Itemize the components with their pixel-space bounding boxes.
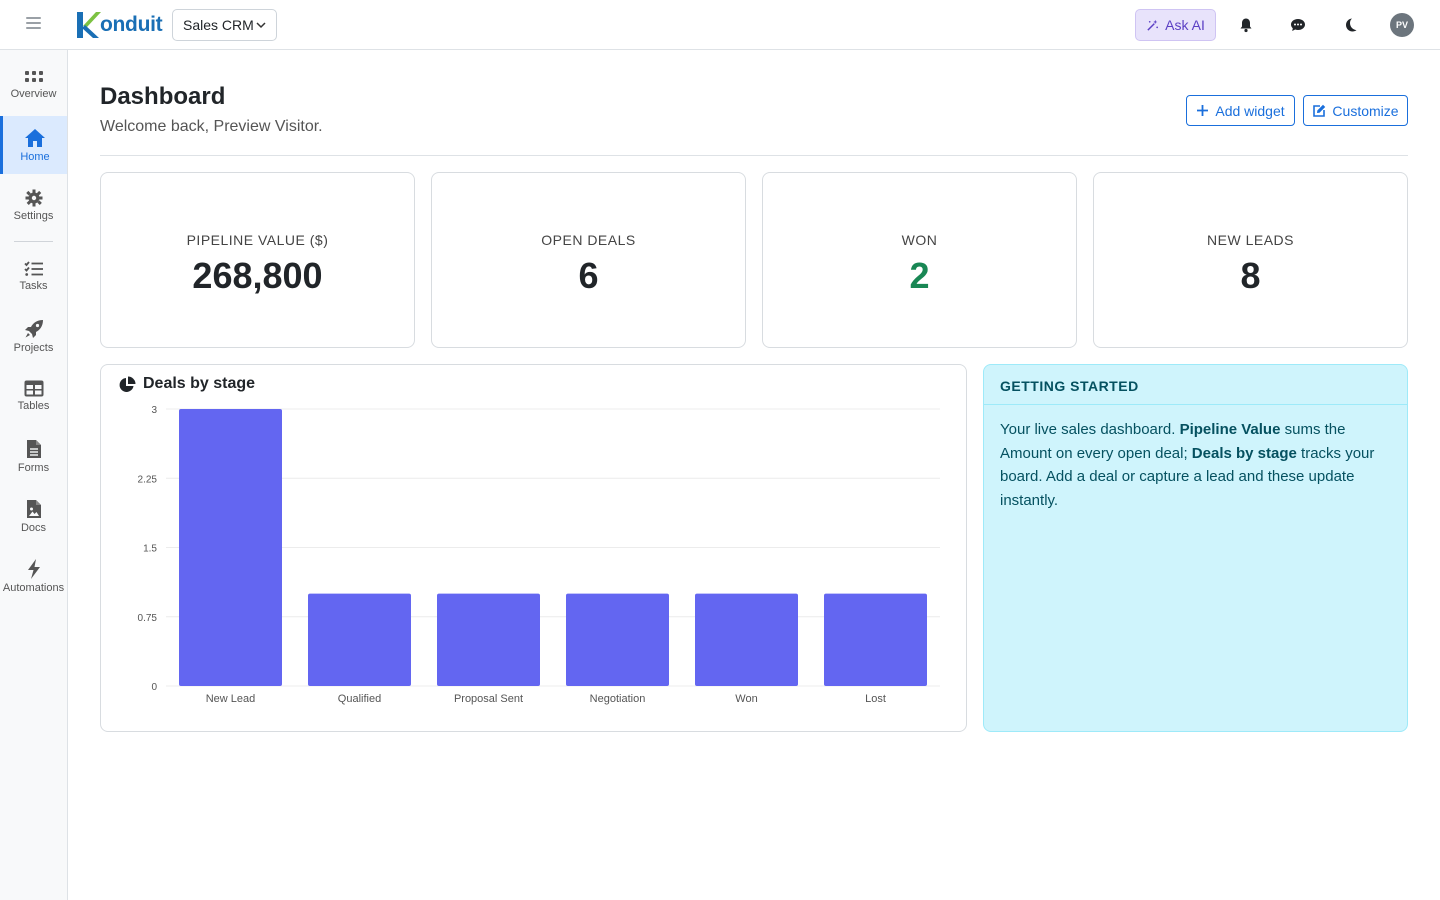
logo-text: onduit — [100, 13, 163, 36]
sidebar-item-label: Projects — [13, 341, 54, 354]
kpi-label: PIPELINE VALUE ($) — [186, 232, 329, 248]
getting-started-card: GETTING STARTED Your live sales dashboar… — [983, 364, 1408, 732]
form-icon — [26, 439, 41, 458]
top-bar: onduit Sales CRM Ask AI PV — [0, 0, 1440, 50]
edit-icon — [1313, 104, 1326, 117]
bar-won[interactable] — [695, 593, 798, 686]
x-tick-label: Won — [735, 693, 757, 705]
getting-started-heading: GETTING STARTED — [984, 365, 1407, 405]
pie-chart-icon — [119, 376, 136, 392]
kpi-value: 6 — [578, 255, 599, 296]
x-tick-label: Lost — [865, 693, 886, 705]
sidebar-item-home[interactable]: Home — [0, 116, 67, 174]
bar-negotiation[interactable] — [566, 593, 669, 686]
kpi-label: WON — [901, 232, 938, 248]
x-tick-label: Proposal Sent — [454, 693, 523, 705]
sidebar-item-label: Automations — [2, 581, 65, 594]
sidebar-item-projects[interactable]: Projects — [0, 307, 67, 365]
chart-title: Deals by stage — [143, 375, 256, 392]
chevron-down-icon — [256, 22, 266, 29]
plus-icon — [1197, 105, 1209, 116]
sidebar-item-overview[interactable]: Overview — [0, 56, 67, 114]
add-widget-label: Add widget — [1215, 102, 1285, 119]
grid-icon — [24, 70, 43, 82]
bar-chart: 0 0.75 1.5 2.25 3 New Lead Qualified Proposal S… — [138, 405, 940, 705]
chat-icon[interactable] — [1288, 15, 1308, 35]
sidebar-item-label: Tables — [17, 400, 50, 412]
app-selector-dropdown[interactable]: Sales CRM — [172, 9, 277, 41]
home-icon — [25, 128, 45, 147]
page-title: Dashboard — [100, 83, 226, 110]
header-divider — [100, 155, 1408, 156]
add-widget-button[interactable]: Add widget — [1186, 95, 1295, 126]
customize-label: Customize — [1332, 102, 1399, 119]
sidebar-item-automations[interactable]: Automations — [0, 547, 67, 605]
gs-text-2: sums the Amount on every open deal; — [1000, 421, 1346, 462]
sidebar-item-label: Docs — [20, 521, 47, 534]
ask-ai-label: Ask AI — [1165, 17, 1205, 33]
doc-icon — [26, 499, 41, 518]
y-tick-label: 2.25 — [138, 474, 158, 485]
y-tick-label: 0 — [151, 682, 157, 693]
hamburger-menu-icon[interactable] — [24, 14, 46, 36]
bolt-icon — [27, 558, 40, 579]
sidebar-item-label: Home — [20, 150, 50, 163]
sidebar-divider — [14, 241, 53, 242]
sidebar-item-tasks[interactable]: Tasks — [0, 247, 67, 305]
bell-icon[interactable] — [1236, 15, 1256, 35]
sidebar-item-label: Forms — [17, 461, 50, 474]
bar-proposal-sent[interactable] — [437, 593, 540, 686]
y-tick-label: 3 — [151, 405, 157, 416]
bar-qualified[interactable] — [308, 593, 411, 686]
gs-bold-deals-by-stage: Deals by stage — [1191, 444, 1297, 462]
kpi-card-pipeline-value: PIPELINE VALUE ($) 268,800 — [100, 172, 415, 348]
y-tick-label: 0.75 — [138, 613, 158, 624]
kpi-card-new-leads: NEW LEADS 8 — [1093, 172, 1408, 348]
x-tick-label: New Lead — [206, 693, 256, 705]
customize-button[interactable]: Customize — [1303, 95, 1408, 126]
getting-started-text: Your live sales dashboard. Pipeline Valu… — [984, 405, 1407, 512]
tasks-icon — [23, 260, 43, 276]
app-selector-label: Sales CRM — [183, 17, 254, 33]
sidebar-item-label: Settings — [13, 209, 54, 222]
deals-by-stage-card: Deals by stage 0 0.75 1.5 2.25 3 New Lead Qual… — [100, 364, 967, 732]
avatar[interactable]: PV — [1390, 13, 1414, 37]
gear-icon — [25, 189, 42, 206]
sidebar-item-docs[interactable]: Docs — [0, 487, 67, 545]
magic-wand-icon — [1147, 19, 1159, 31]
gs-bold-pipeline-value: Pipeline Value — [1179, 421, 1281, 438]
sidebar: Overview Home Settings Tasks Projects Ta… — [0, 50, 68, 900]
y-tick-label: 1.5 — [143, 544, 157, 555]
kpi-value: 268,800 — [192, 255, 323, 296]
sidebar-item-settings[interactable]: Settings — [0, 176, 67, 234]
ask-ai-button[interactable]: Ask AI — [1135, 9, 1216, 41]
logo-k-icon — [77, 12, 101, 38]
sidebar-item-label: Overview — [10, 87, 57, 100]
kpi-label: OPEN DEALS — [541, 232, 636, 248]
logo[interactable]: onduit — [74, 9, 163, 41]
table-icon — [24, 380, 43, 397]
kpi-label: NEW LEADS — [1207, 232, 1294, 248]
kpi-card-open-deals: OPEN DEALS 6 — [431, 172, 746, 348]
x-tick-label: Qualified — [338, 693, 381, 705]
sidebar-item-tables[interactable]: Tables — [0, 367, 67, 425]
kpi-value: 2 — [909, 255, 930, 296]
page-subtitle: Welcome back, Preview Visitor. — [100, 118, 323, 135]
gs-text-3: tracks your board. Add a deal or capture… — [1000, 444, 1375, 509]
bar-new-lead[interactable] — [179, 409, 282, 686]
kpi-value: 8 — [1240, 255, 1261, 296]
kpi-card-won: WON 2 — [762, 172, 1077, 348]
sidebar-item-forms[interactable]: Forms — [0, 427, 67, 485]
rocket-icon — [24, 319, 43, 338]
x-tick-label: Negotiation — [590, 693, 646, 705]
dark-mode-moon-icon[interactable] — [1340, 15, 1360, 35]
sidebar-item-label: Tasks — [19, 279, 48, 292]
bar-lost[interactable] — [824, 593, 927, 686]
gs-text-1: Your live sales dashboard. — [1000, 421, 1180, 438]
